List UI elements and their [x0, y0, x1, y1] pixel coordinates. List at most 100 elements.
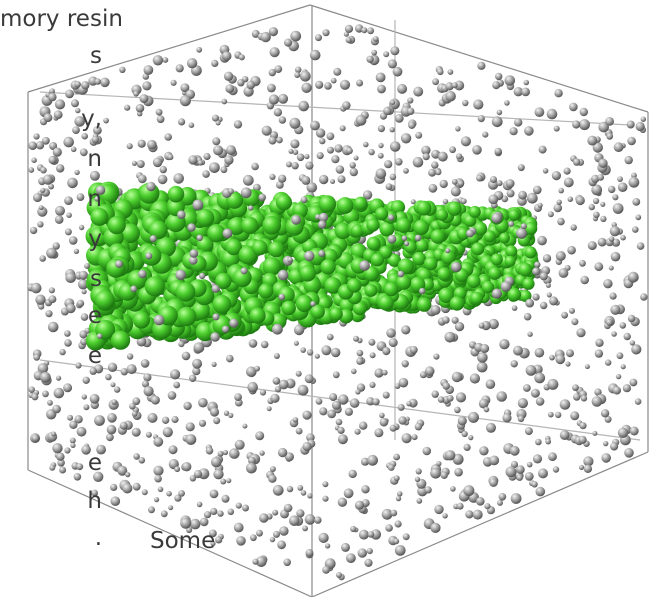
particle	[75, 81, 81, 87]
particle	[431, 305, 441, 315]
particle	[445, 332, 456, 343]
particle	[295, 67, 302, 74]
particle	[345, 408, 353, 416]
particle	[189, 375, 196, 382]
particle	[477, 352, 488, 363]
particle	[310, 121, 320, 131]
particle	[569, 308, 575, 314]
particle	[194, 342, 205, 353]
particle	[382, 347, 390, 355]
particle	[595, 339, 603, 347]
particle	[48, 295, 56, 303]
particle	[364, 559, 372, 567]
particle	[331, 78, 337, 84]
particle	[276, 137, 283, 144]
particle	[197, 502, 203, 508]
particle	[234, 393, 242, 401]
particle	[261, 341, 269, 349]
particle	[462, 100, 468, 106]
particle	[629, 177, 640, 188]
particle	[555, 412, 561, 418]
particle	[511, 360, 518, 367]
particle	[593, 212, 600, 219]
particle	[497, 180, 503, 186]
particle	[605, 359, 611, 365]
particle	[484, 407, 490, 413]
particle	[158, 175, 168, 185]
particle	[572, 120, 580, 128]
particle	[301, 176, 310, 185]
particle	[389, 338, 398, 347]
particle	[133, 483, 141, 491]
particle	[585, 364, 590, 369]
particle	[463, 485, 474, 496]
particle	[178, 118, 185, 125]
particle	[151, 396, 160, 405]
particle	[190, 249, 199, 258]
particle	[28, 167, 34, 173]
particle	[228, 509, 235, 516]
particle	[431, 161, 438, 168]
particle	[495, 73, 502, 80]
particle	[45, 310, 52, 317]
polymer-bead	[482, 281, 494, 293]
particle	[136, 104, 145, 113]
particle	[310, 50, 321, 61]
particle	[356, 80, 363, 87]
particle	[527, 462, 533, 468]
particle	[72, 126, 80, 134]
polymer-bead	[384, 282, 398, 296]
particle	[49, 287, 55, 293]
particle	[536, 397, 545, 406]
text-fragment: y	[88, 228, 102, 251]
particle	[69, 236, 78, 245]
particle	[547, 292, 552, 297]
particle	[452, 82, 458, 88]
particle	[133, 91, 139, 97]
particle	[345, 25, 353, 33]
particle	[353, 336, 359, 342]
particle	[576, 328, 585, 337]
particle	[177, 210, 186, 219]
particle	[243, 175, 254, 186]
particle	[187, 223, 195, 231]
particle	[569, 103, 578, 112]
particle	[367, 548, 373, 554]
particle	[249, 339, 258, 348]
particle	[349, 470, 357, 478]
particle	[385, 524, 393, 532]
particle	[572, 384, 579, 391]
particle	[407, 108, 414, 115]
particle	[449, 146, 456, 153]
particle	[298, 101, 309, 112]
particle	[202, 170, 210, 178]
particle	[492, 81, 500, 89]
particle	[138, 270, 147, 279]
particle	[608, 186, 615, 193]
particle	[419, 288, 425, 294]
particle	[630, 427, 639, 436]
particle	[512, 305, 518, 311]
polymer-bead	[168, 186, 185, 203]
particle	[415, 477, 420, 482]
particle	[368, 149, 374, 155]
polymer-bead	[250, 308, 266, 324]
text-fragment: .	[95, 527, 102, 550]
particle	[593, 198, 599, 204]
polymer-bead	[499, 233, 510, 244]
particle	[274, 108, 282, 116]
particle	[222, 495, 230, 503]
polymer-bead	[396, 218, 411, 233]
particle	[315, 354, 320, 359]
particle	[398, 404, 405, 411]
particle	[524, 126, 534, 136]
particle	[605, 117, 614, 126]
particle	[186, 422, 195, 431]
particle	[119, 67, 125, 73]
particle	[442, 316, 449, 323]
particle	[589, 204, 595, 210]
particle	[310, 301, 316, 307]
particle	[580, 108, 588, 116]
particle	[229, 319, 238, 328]
particle	[497, 110, 503, 116]
